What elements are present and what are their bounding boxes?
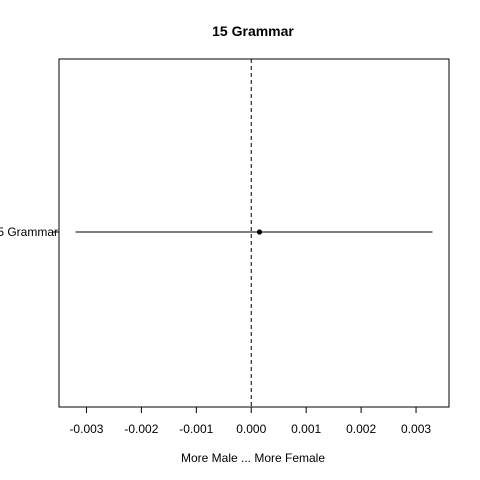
point-estimate [256,229,263,235]
x-tick-label: -0.002 [124,422,158,436]
chart-title: 15 Grammar [212,23,294,39]
x-tick-label: -0.003 [69,422,103,436]
plot-frame [58,58,450,408]
x-tick-label: -0.001 [179,422,213,436]
x-axis-label: More Male ... More Female [181,451,325,465]
x-tick-label: 0.003 [401,422,431,436]
x-tick-label: 0.000 [236,422,266,436]
x-tick-label: 0.002 [346,422,376,436]
x-tick-label: 0.001 [291,422,321,436]
category-label: 15 Grammar [0,225,58,239]
